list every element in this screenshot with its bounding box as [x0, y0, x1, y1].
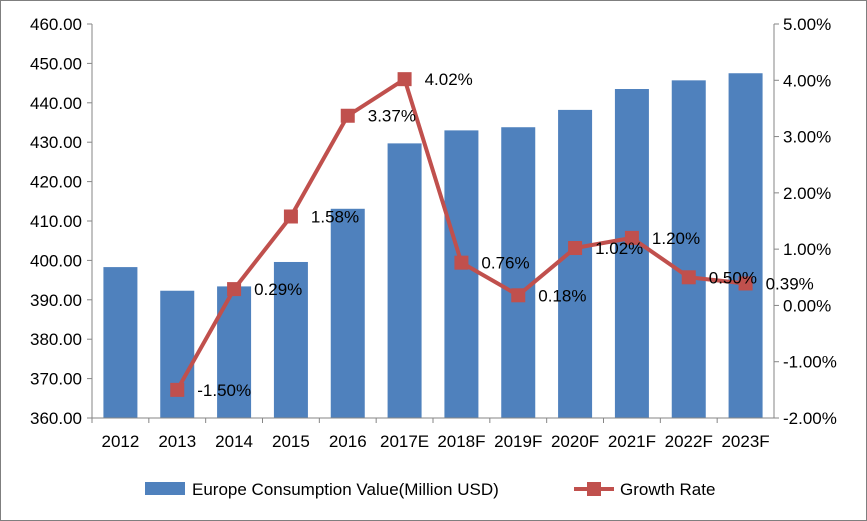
- growth-data-label: 0.76%: [481, 254, 529, 273]
- left-tick-label: 430.00: [30, 133, 82, 152]
- growth-marker-2014: [227, 282, 242, 297]
- right-tick-label: -2.00%: [783, 409, 837, 428]
- bars-group: [103, 73, 763, 418]
- growth-marker-2023F: [738, 276, 753, 291]
- growth-marker-2020F: [568, 241, 583, 256]
- left-tick-label: 460.00: [30, 15, 82, 34]
- left-tick-label: 370.00: [30, 370, 82, 389]
- left-tick-label: 450.00: [30, 54, 82, 73]
- growth-data-label: 3.37%: [368, 107, 416, 126]
- x-tick-label: 2023F: [721, 432, 769, 451]
- x-tick-label: 2021F: [608, 432, 656, 451]
- bar-2017E: [387, 143, 422, 418]
- right-tick-label: 4.00%: [783, 71, 831, 90]
- growth-marker-2022F: [681, 270, 696, 285]
- x-tick-label: 2012: [102, 432, 140, 451]
- growth-marker-2013: [170, 382, 185, 397]
- growth-data-label: 4.02%: [425, 70, 473, 89]
- growth-data-label: 0.18%: [538, 286, 586, 305]
- bar-2018F: [444, 130, 479, 418]
- legend-line-marker: [587, 482, 601, 496]
- legend-bar-label: Europe Consumption Value(Million USD): [192, 480, 499, 499]
- right-tick-label: 3.00%: [783, 128, 831, 147]
- x-tick-label: 2017E: [380, 432, 429, 451]
- bar-2021F: [614, 89, 649, 418]
- growth-marker-2019F: [511, 288, 526, 303]
- x-tick-label: 2013: [158, 432, 196, 451]
- axes-group: 360.00 370.00 380.00 390.00 400.00 410.00 420.…: [30, 15, 837, 451]
- bar-2013: [160, 290, 195, 418]
- right-tick-label: -1.00%: [783, 353, 837, 372]
- legend-line-label: Growth Rate: [620, 480, 715, 499]
- left-tick-label: 390.00: [30, 291, 82, 310]
- x-tick-label: 2015: [272, 432, 310, 451]
- right-tick-label: 1.00%: [783, 240, 831, 259]
- growth-marker-2018F: [454, 255, 469, 270]
- bar-2020F: [558, 109, 593, 418]
- growth-data-label: 1.02%: [595, 239, 643, 258]
- growth-marker-2016: [340, 108, 355, 123]
- left-tick-label: 420.00: [30, 173, 82, 192]
- data-labels-group: -1.50% 0.29% 1.58% 3.37% 4.02% 0.76% 0.18% 1.02…: [197, 70, 814, 400]
- bar-2015: [273, 261, 308, 418]
- bar-2023F: [728, 73, 763, 418]
- left-tick-label: 400.00: [30, 251, 82, 270]
- bar-2019F: [501, 127, 536, 418]
- growth-line-group: [170, 72, 753, 397]
- x-tick-label: 2022F: [665, 432, 713, 451]
- legend-bar-swatch: [145, 482, 185, 495]
- left-tick-label: 360.00: [30, 409, 82, 428]
- x-tick-label: 2014: [215, 432, 253, 451]
- bar-2016: [330, 208, 365, 418]
- growth-data-label: 0.29%: [254, 280, 302, 299]
- right-tick-label: 2.00%: [783, 184, 831, 203]
- left-tick-label: 380.00: [30, 330, 82, 349]
- left-tick-label: 410.00: [30, 212, 82, 231]
- growth-data-label: 0.39%: [766, 274, 814, 293]
- x-tick-label: 2019F: [494, 432, 542, 451]
- legend: Europe Consumption Value(Million USD) Gro…: [145, 480, 715, 499]
- growth-data-label: 1.58%: [311, 207, 359, 226]
- right-tick-label: 0.00%: [783, 296, 831, 315]
- growth-marker-2017E: [397, 72, 412, 87]
- growth-marker-2015: [283, 209, 298, 224]
- growth-data-label: 1.20%: [652, 229, 700, 248]
- x-tick-label: 2020F: [551, 432, 599, 451]
- growth-marker-2021F: [624, 230, 639, 245]
- growth-data-label: -1.50%: [197, 381, 251, 400]
- bar-2012: [103, 267, 138, 418]
- bar-2022F: [671, 80, 706, 418]
- left-tick-label: 440.00: [30, 94, 82, 113]
- growth-data-label: 0.50%: [709, 268, 757, 287]
- right-tick-label: 5.00%: [783, 15, 831, 34]
- x-tick-label: 2018F: [437, 432, 485, 451]
- x-tick-label: 2016: [329, 432, 367, 451]
